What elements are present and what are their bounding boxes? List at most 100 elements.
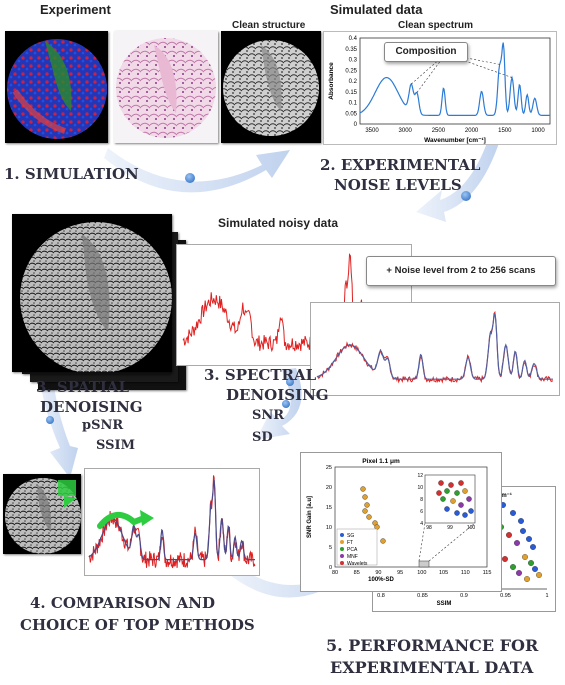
data-point — [516, 570, 522, 576]
inset-y-tick: 12 — [417, 473, 423, 479]
legend-marker — [340, 554, 344, 558]
step-2-label-line2: NOISE LEVELS — [334, 176, 462, 194]
legend-label: SG — [347, 533, 354, 539]
noisy-structure-image — [12, 214, 172, 372]
legend-marker — [340, 533, 344, 537]
data-point — [528, 560, 534, 566]
spectrum-line — [316, 310, 554, 384]
data-point — [524, 576, 530, 582]
data-point — [510, 564, 516, 570]
data-point — [362, 508, 368, 514]
comparison-spectrum-panel — [84, 468, 260, 576]
y-tick-label: 0.25 — [345, 68, 357, 74]
step-3a-label-line2: DENOISING — [226, 386, 329, 404]
header-simulated-noisy: Simulated noisy data — [218, 216, 339, 230]
arrow-dot — [46, 416, 54, 424]
inset-point — [444, 506, 450, 512]
y-tick-label: 25 — [326, 465, 332, 471]
y-tick-label: 5 — [329, 545, 332, 551]
experiment-he-image — [114, 31, 218, 143]
metric-ssim: SSIM — [96, 438, 135, 453]
x-tick-label: 3000 — [399, 128, 413, 134]
denoised-spectrum-chart — [316, 310, 554, 384]
legend-marker — [340, 547, 344, 551]
inset-point — [454, 510, 460, 516]
inset-point — [458, 502, 464, 508]
legend-label: FT — [347, 540, 353, 546]
inset-point — [468, 508, 474, 514]
header-experiment: Experiment — [40, 2, 111, 17]
clean-spectrum-chart: 0.4 0.35 0.3 0.25 0.2 0.15 0.1 0.05 0 3500 3000 250… — [328, 36, 551, 144]
y-tick-label: 10 — [326, 525, 332, 531]
header-simulated-data: Simulated data — [330, 2, 423, 17]
data-point — [530, 544, 536, 550]
data-point — [510, 510, 516, 516]
arrow-noise-levels — [416, 140, 500, 222]
x-tick-label: 0.9 — [460, 593, 468, 599]
inset-point — [440, 496, 446, 502]
scatter-title: Pixel 1.1 μm — [362, 458, 400, 465]
x-tick-label: 95 — [397, 570, 403, 576]
inset-x-tick: 100 — [467, 525, 476, 531]
y-axis-label: SNR Gain [a.u] — [307, 496, 313, 538]
step-1-label: 1. SIMULATION — [4, 165, 139, 183]
x-tick-label: 90 — [375, 570, 381, 576]
arrow-dot — [286, 378, 294, 386]
arrow-spectral — [256, 368, 302, 440]
header-clean-structure: Clean structure — [232, 20, 306, 31]
step-3b-label-line1: 3. SPATIAL — [36, 378, 130, 396]
step-2-label-line1: 2. EXPERIMENTAL — [320, 156, 481, 174]
data-point — [362, 494, 368, 500]
y-tick-label: 0.3 — [349, 58, 358, 64]
inset-x-tick: 98 — [426, 525, 432, 531]
x-tick-label: 1000 — [531, 128, 545, 134]
x-tick-label: 85 — [354, 570, 360, 576]
step-3b-label-line2: DENOISING — [40, 398, 143, 416]
x-tick-label: 1500 — [498, 128, 512, 134]
green-curve-arrow-icon — [97, 510, 154, 529]
x-tick-label: 3500 — [365, 128, 379, 134]
comparison-spectrum-chart — [88, 475, 256, 569]
inset-point — [438, 480, 444, 486]
step-4-label-line2: CHOICE OF TOP METHODS — [20, 616, 255, 634]
experiment-ir-image — [5, 31, 108, 143]
denoised-spectrum-panel — [310, 302, 560, 396]
data-point — [360, 486, 366, 492]
data-point — [526, 536, 532, 542]
metric-psnr: pSNR — [82, 418, 124, 433]
plot-frame — [359, 37, 551, 125]
metric-sd: SD — [252, 430, 273, 445]
y-tick-label: 0.4 — [349, 36, 358, 42]
arrow-simulation — [104, 148, 290, 193]
plot-frame — [334, 466, 488, 568]
y-tick-label: 20 — [326, 485, 332, 491]
zoom-line — [418, 522, 426, 562]
clean-structure-image — [221, 31, 321, 143]
inset-point — [444, 488, 450, 494]
data-point — [364, 502, 370, 508]
step-4-label-line1: 4. COMPARISON AND — [30, 594, 215, 612]
inset-point — [462, 488, 468, 494]
arrow-dot — [282, 400, 290, 408]
x-tick-label: 1 — [545, 593, 548, 599]
snr-scatter-panel: Pixel 1.1 μm 25 20 15 10 5 0 80 85 90 95 100 105 110 1… — [300, 452, 502, 592]
y-tick-label: 0 — [329, 565, 332, 571]
y-tick-label: 0 — [354, 122, 358, 128]
inset-point — [466, 496, 472, 502]
spectrum-line — [316, 312, 553, 380]
zoom-region — [418, 560, 430, 568]
x-tick-label: 0.95 — [500, 593, 511, 599]
data-point — [502, 556, 508, 562]
x-tick-label: 2000 — [465, 128, 479, 134]
y-tick-label: 0.05 — [345, 111, 357, 117]
inset-y-tick: 6 — [420, 509, 423, 515]
inset-y-tick: 4 — [420, 521, 423, 527]
y-axis-label: Absorbance — [328, 62, 335, 100]
data-point — [366, 514, 372, 520]
data-point — [506, 532, 512, 538]
scatter-title-fragment: 0 cm⁻¹ — [493, 492, 512, 499]
step-3a-label-line1: 3. SPECTRAL — [204, 366, 317, 384]
x-axis-label: SSIM — [437, 601, 452, 607]
x-tick-label: 100 — [417, 570, 426, 576]
legend-label: PCA — [347, 547, 358, 553]
